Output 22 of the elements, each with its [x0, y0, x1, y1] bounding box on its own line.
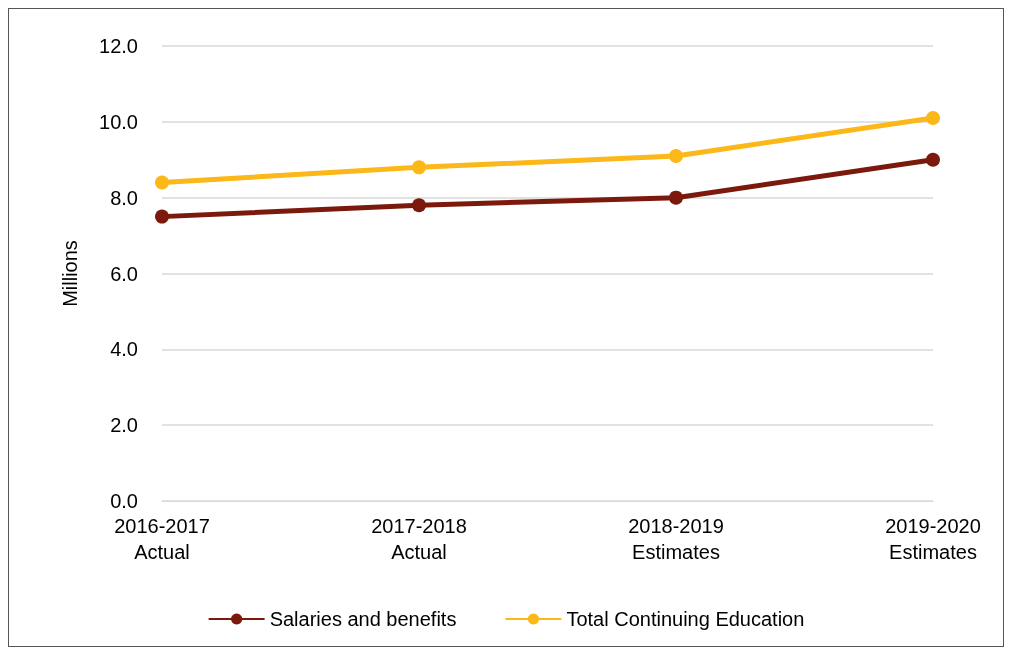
x-tick-label: 2018-2019 Estimates [628, 515, 724, 563]
x-tick-label: 2019-2020 Estimates [885, 515, 981, 563]
y-axis-title: Millions [59, 240, 81, 307]
x-tick-label: 2016-2017 Actual [114, 515, 210, 563]
x-tick-label: 2017-2018 Actual [371, 515, 467, 563]
legend-label: Salaries and benefits [269, 608, 457, 630]
point [155, 175, 169, 190]
point [926, 111, 940, 126]
point [155, 209, 169, 224]
legend-label: Total Continuing Education [566, 608, 805, 630]
y-tick-label: 0.0 [110, 490, 138, 512]
point [412, 160, 426, 175]
y-tick-label: 6.0 [110, 262, 138, 285]
point [926, 152, 940, 167]
y-tick-label: 8.0 [110, 186, 138, 209]
y-tick-label: 2.0 [110, 414, 138, 437]
y-tick-label: 4.0 [110, 338, 138, 361]
y-tick-label: 10.0 [99, 110, 138, 133]
point [669, 190, 683, 205]
point [669, 148, 683, 163]
point [412, 198, 426, 213]
y-tick-label: 12.0 [99, 35, 138, 57]
